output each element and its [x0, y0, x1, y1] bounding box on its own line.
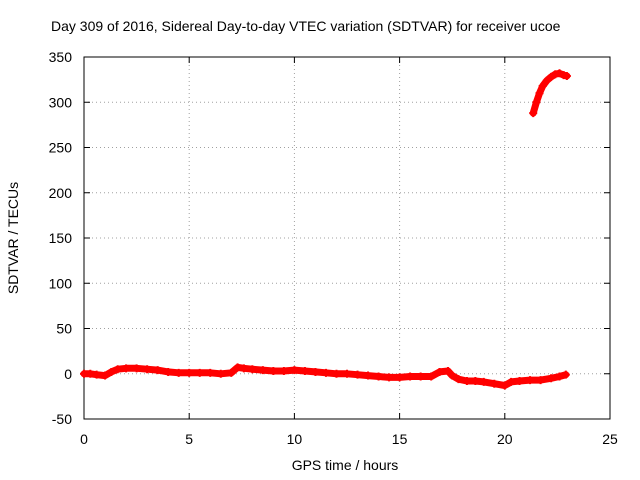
data-point: [248, 365, 257, 374]
data-point: [471, 376, 480, 385]
data-point: [507, 377, 516, 386]
data-point: [535, 89, 544, 98]
data-point: [395, 373, 404, 382]
data-point: [443, 367, 452, 376]
data-point: [427, 372, 436, 381]
data-point: [353, 370, 362, 379]
data-point: [321, 368, 330, 377]
data-point: [113, 365, 122, 374]
data-point: [92, 370, 101, 379]
data-point: [532, 98, 541, 107]
data-point: [364, 371, 373, 380]
data-layer: [80, 69, 571, 390]
tick-layer: 0 5 10 15 20 25 -50 0 50 100 150 200 250 300 350: [49, 49, 618, 447]
x-tick-label: 10: [287, 431, 303, 447]
data-point: [290, 366, 299, 375]
data-point: [515, 376, 524, 385]
y-tick-label: 200: [49, 185, 73, 201]
x-tick-label: 15: [392, 431, 408, 447]
data-point: [107, 367, 116, 376]
data-point: [143, 365, 152, 374]
data-point: [500, 381, 509, 390]
chart-title: Day 309 of 2016, Sidereal Day-to-day VTE…: [51, 18, 561, 34]
data-point: [448, 371, 457, 380]
data-point: [332, 369, 341, 378]
data-point: [479, 377, 488, 386]
data-point: [538, 81, 547, 90]
data-point: [435, 367, 444, 376]
y-tick-label: 50: [56, 321, 72, 337]
y-tick-label: 300: [49, 94, 73, 110]
data-point: [122, 364, 131, 373]
data-point: [374, 372, 383, 381]
data-point: [300, 367, 309, 376]
x-tick-label: 20: [497, 431, 513, 447]
data-point: [385, 373, 394, 382]
data-point: [562, 72, 571, 81]
data-point: [416, 372, 425, 381]
y-tick-label: 250: [49, 140, 73, 156]
data-point: [526, 376, 535, 385]
x-tick-label: 25: [602, 431, 618, 447]
x-tick-label: 0: [80, 431, 88, 447]
data-point: [164, 367, 173, 376]
data-point: [174, 368, 183, 377]
y-tick-label: 350: [49, 49, 73, 65]
data-point: [195, 368, 204, 377]
data-point: [406, 372, 415, 381]
x-axis-label: GPS time / hours: [292, 457, 399, 473]
data-point: [454, 375, 463, 384]
data-point: [529, 109, 538, 118]
x-tick-label: 5: [185, 431, 193, 447]
data-point: [343, 369, 351, 378]
data-point: [555, 372, 564, 381]
data-point: [311, 367, 320, 376]
y-tick-label: -50: [52, 411, 72, 427]
y-tick-label: 100: [49, 275, 73, 291]
data-point: [555, 69, 564, 78]
data-point: [547, 374, 556, 383]
data-point: [216, 369, 225, 378]
y-tick-label: 0: [64, 366, 72, 382]
data-point: [462, 376, 471, 385]
y-axis-label: SDTVAR / TECUs: [5, 182, 21, 294]
data-point: [561, 370, 570, 379]
data-point: [132, 364, 141, 373]
data-point: [185, 368, 194, 377]
data-point: [101, 371, 110, 380]
data-point: [269, 367, 278, 376]
data-point: [206, 368, 215, 377]
data-point: [542, 76, 551, 85]
grid-layer: [84, 57, 610, 419]
data-point: [536, 376, 545, 385]
data-point: [153, 366, 162, 375]
y-tick-label: 150: [49, 230, 73, 246]
data-point: [279, 367, 288, 376]
data-point: [227, 368, 236, 377]
data-point: [258, 366, 267, 375]
data-point: [490, 379, 499, 388]
data-point: [239, 364, 248, 373]
data-point: [547, 72, 556, 81]
